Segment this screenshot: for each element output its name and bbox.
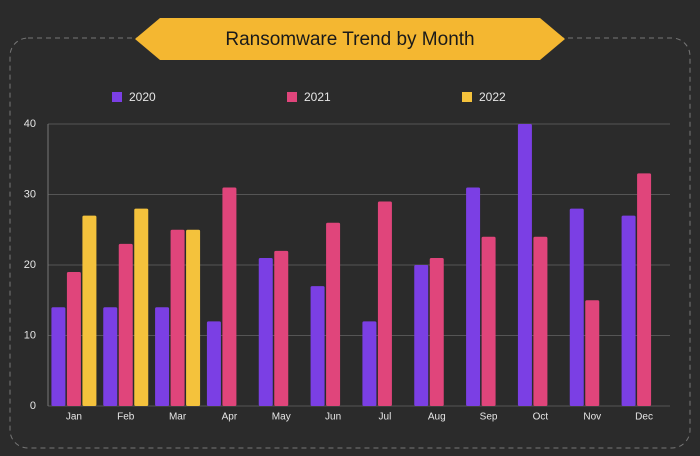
bar bbox=[155, 307, 170, 406]
x-tick-label: Jun bbox=[325, 412, 341, 423]
legend-swatch bbox=[287, 92, 297, 102]
bar bbox=[258, 257, 273, 406]
panel-border bbox=[9, 37, 691, 449]
bar bbox=[585, 300, 600, 406]
x-tick-label: Oct bbox=[533, 412, 549, 423]
bar bbox=[481, 236, 496, 406]
x-tick-label: Sep bbox=[480, 412, 498, 423]
bar bbox=[517, 124, 532, 406]
bar bbox=[533, 236, 548, 406]
y-tick-label: 30 bbox=[24, 188, 36, 200]
chart-title: Ransomware Trend by Month bbox=[225, 29, 474, 50]
x-tick-label: Jan bbox=[66, 412, 82, 423]
bar bbox=[222, 187, 237, 406]
x-tick-label: Feb bbox=[117, 412, 135, 423]
bar bbox=[103, 307, 118, 406]
bar bbox=[82, 215, 97, 406]
bar bbox=[569, 208, 584, 406]
bar bbox=[377, 201, 392, 406]
x-tick-label: Aug bbox=[428, 412, 446, 423]
legend-label: 2022 bbox=[479, 90, 506, 104]
bar bbox=[621, 215, 636, 406]
x-tick-label: Apr bbox=[222, 412, 238, 423]
y-tick-label: 10 bbox=[24, 329, 36, 341]
bar bbox=[637, 173, 652, 406]
x-tick-label: May bbox=[272, 412, 291, 423]
legend-label: 2020 bbox=[129, 90, 156, 104]
bar bbox=[206, 321, 221, 406]
bar bbox=[362, 321, 377, 406]
bar bbox=[429, 257, 444, 406]
bar bbox=[134, 208, 149, 406]
bar bbox=[274, 250, 289, 406]
x-tick-label: Nov bbox=[583, 412, 601, 423]
bar bbox=[414, 265, 429, 406]
x-tick-label: Mar bbox=[169, 412, 187, 423]
title-banner bbox=[135, 18, 565, 60]
bar bbox=[66, 272, 81, 406]
y-tick-label: 20 bbox=[24, 259, 36, 271]
y-tick-label: 40 bbox=[24, 118, 36, 130]
bar bbox=[170, 229, 185, 406]
bar bbox=[51, 307, 66, 406]
legend-swatch bbox=[462, 92, 472, 102]
bar bbox=[466, 187, 481, 406]
bar bbox=[326, 222, 341, 406]
legend-swatch bbox=[112, 92, 122, 102]
bar bbox=[118, 243, 133, 406]
x-tick-label: Dec bbox=[635, 412, 653, 423]
legend-label: 2021 bbox=[304, 90, 331, 104]
bar bbox=[310, 286, 325, 406]
y-tick-label: 0 bbox=[30, 400, 36, 412]
x-tick-label: Jul bbox=[379, 412, 392, 423]
bar bbox=[186, 229, 201, 406]
